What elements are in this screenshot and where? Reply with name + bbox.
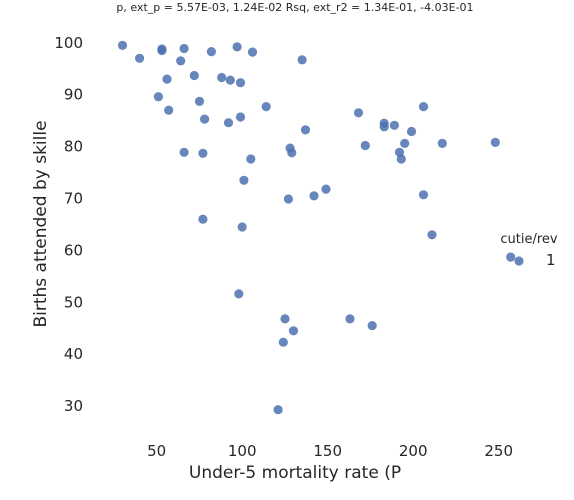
data-point	[297, 55, 307, 65]
y-tick-label: 50	[64, 293, 83, 311]
data-point	[225, 75, 235, 85]
legend-label-1: 1	[546, 251, 556, 269]
data-point	[157, 45, 167, 56]
data-point	[235, 112, 246, 122]
x-axis-label: Under-5 mortality rate (P	[189, 463, 401, 483]
chart-title: p, ext_p = 5.57E-03, 1.24E-02 Rsq, ext_r…	[116, 1, 473, 14]
y-tick-label: 30	[64, 397, 83, 415]
data-point	[232, 42, 242, 52]
points-layer	[117, 40, 516, 415]
data-point	[406, 126, 417, 137]
x-tick-label: 150	[313, 442, 342, 460]
data-point	[164, 105, 174, 115]
y-tick-label: 40	[64, 345, 83, 363]
data-point	[273, 405, 283, 415]
data-point	[206, 47, 216, 57]
data-point	[321, 184, 331, 194]
y-tick-label: 70	[64, 190, 83, 208]
legend: cutie/rev 1	[500, 232, 558, 269]
data-point	[261, 102, 271, 112]
data-point	[246, 154, 256, 164]
legend-title: cutie/rev	[500, 232, 558, 247]
data-point	[153, 92, 163, 102]
data-point	[396, 154, 406, 164]
data-point	[490, 137, 500, 147]
data-point	[379, 122, 389, 132]
data-point	[194, 96, 205, 106]
data-point	[283, 194, 293, 204]
y-tick-label: 100	[54, 34, 83, 52]
data-point	[280, 314, 290, 324]
data-point	[117, 40, 128, 51]
y-tick-label: 90	[64, 86, 83, 104]
data-point	[389, 120, 399, 130]
data-point	[198, 214, 208, 224]
data-point	[179, 43, 189, 54]
data-point	[198, 148, 208, 158]
data-point	[237, 222, 247, 232]
y-axis-label: Births attended by skille	[31, 120, 51, 327]
data-point	[418, 190, 429, 200]
x-tick-label: 50	[147, 442, 166, 460]
x-tick-label: 200	[399, 442, 428, 460]
data-point	[418, 102, 429, 112]
data-point	[287, 148, 297, 158]
x-tick-label: 250	[484, 442, 513, 460]
data-point	[288, 326, 299, 336]
data-point	[200, 114, 210, 124]
data-point	[278, 337, 288, 347]
data-point	[427, 230, 437, 240]
y-tick-label: 60	[64, 241, 83, 259]
data-point	[179, 147, 189, 157]
data-point	[345, 314, 355, 324]
data-point	[135, 53, 145, 63]
data-point	[506, 252, 516, 262]
data-point	[300, 125, 311, 135]
data-point	[239, 175, 249, 185]
data-point	[400, 138, 410, 148]
legend-marker-1	[514, 256, 524, 266]
data-point	[235, 78, 246, 88]
data-point	[309, 191, 319, 201]
data-point	[360, 140, 370, 151]
data-point	[234, 289, 244, 299]
data-point	[223, 118, 234, 128]
y-tick-label: 80	[64, 138, 83, 156]
data-point	[217, 72, 227, 83]
data-point	[247, 47, 258, 57]
x-ticks: 50 100 150 200 250	[147, 442, 513, 460]
data-point	[162, 74, 172, 84]
data-point	[367, 321, 377, 331]
data-point	[189, 70, 199, 81]
y-ticks: 30 40 50 60 70 80 90 100	[54, 34, 83, 415]
data-point	[176, 56, 186, 66]
data-point	[437, 138, 447, 148]
x-tick-label: 100	[228, 442, 257, 460]
data-point	[353, 108, 364, 118]
